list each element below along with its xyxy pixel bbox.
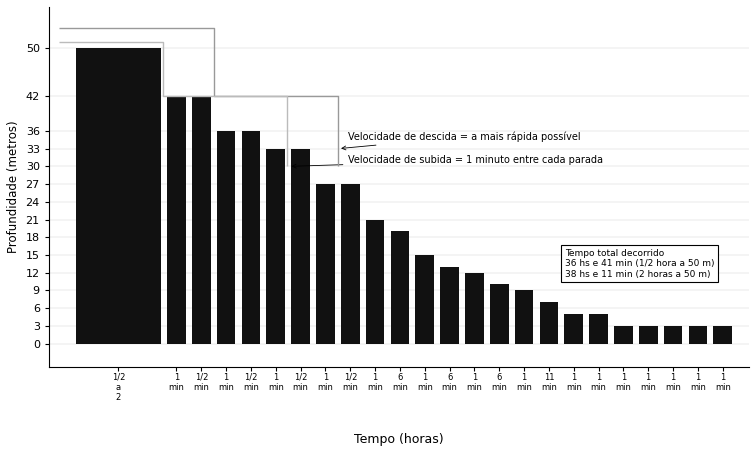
Bar (465, 273, 484, 343)
Bar (242, 131, 260, 343)
Bar (440, 267, 459, 343)
Bar (614, 326, 633, 343)
Bar (689, 326, 707, 343)
Y-axis label: Profundidade (metros): Profundidade (metros) (7, 121, 20, 253)
Bar (366, 220, 385, 343)
Bar (540, 302, 558, 343)
Bar (490, 284, 509, 343)
Bar (266, 149, 285, 343)
Bar (341, 184, 360, 343)
Bar (415, 255, 434, 343)
Bar (515, 290, 534, 343)
X-axis label: Tempo (horas): Tempo (horas) (354, 433, 444, 446)
Bar (291, 149, 310, 343)
Bar (589, 314, 608, 343)
Bar (167, 96, 186, 343)
Bar (76, 48, 161, 343)
Bar (714, 326, 732, 343)
Bar (391, 231, 409, 343)
Bar (565, 314, 583, 343)
Bar (316, 184, 335, 343)
Bar (192, 96, 211, 343)
Bar (664, 326, 683, 343)
Text: Velocidade de descida = a mais rápida possível: Velocidade de descida = a mais rápida po… (342, 132, 581, 150)
Text: Velocidade de subida = 1 minuto entre cada parada: Velocidade de subida = 1 minuto entre ca… (293, 155, 603, 168)
Text: Tempo total decorrido
36 hs e 41 min (1/2 hora a 50 m)
38 hs e 11 min (2 horas a: Tempo total decorrido 36 hs e 41 min (1/… (565, 249, 714, 279)
Bar (217, 131, 236, 343)
Bar (639, 326, 658, 343)
